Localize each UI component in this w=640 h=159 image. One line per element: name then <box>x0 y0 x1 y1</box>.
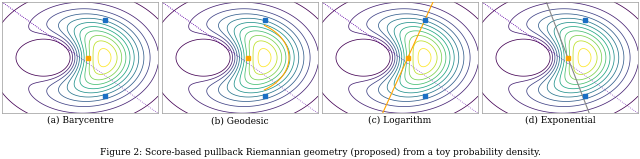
X-axis label: (a) Barycentre: (a) Barycentre <box>47 116 113 125</box>
X-axis label: (d) Exponential: (d) Exponential <box>525 116 595 125</box>
Text: Figure 2: Score-based pullback Riemannian geometry (proposed) from a toy probabi: Figure 2: Score-based pullback Riemannia… <box>100 148 540 157</box>
X-axis label: (c) Logarithm: (c) Logarithm <box>369 116 431 125</box>
X-axis label: (b) Geodesic: (b) Geodesic <box>211 116 269 125</box>
